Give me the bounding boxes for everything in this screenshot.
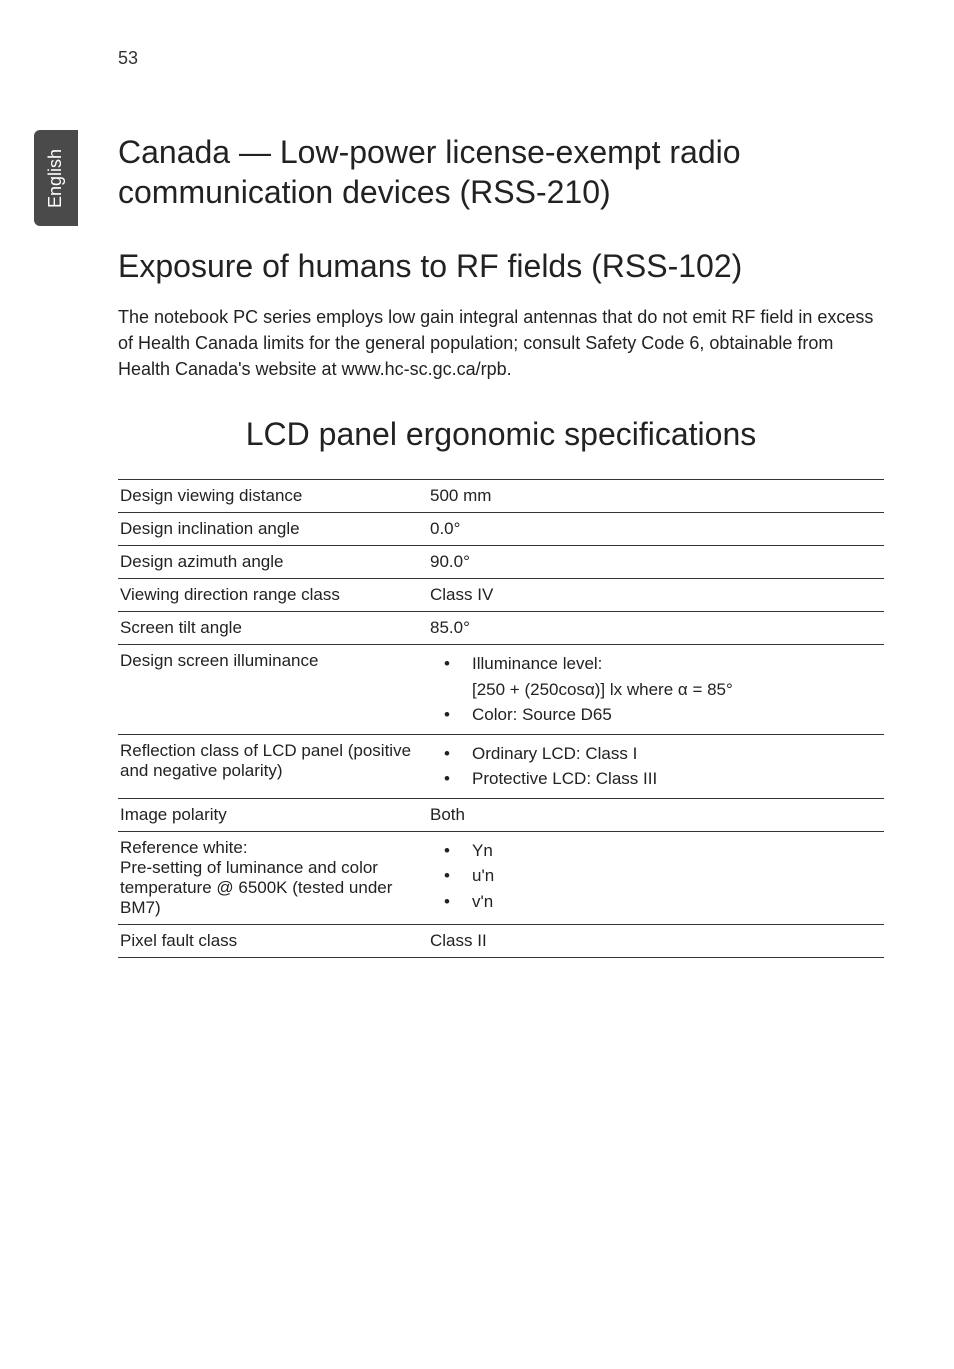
table-row: Viewing direction range classClass IV (118, 579, 884, 612)
spec-value-cell: Illuminance level:[250 + (250cosα)] lx w… (428, 645, 884, 735)
heading-canada: Canada — Low-power license-exempt radio … (118, 132, 884, 212)
spec-value-cell: Ordinary LCD: Class IProtective LCD: Cla… (428, 734, 884, 798)
list-item: Protective LCD: Class III (438, 766, 880, 792)
list-item: Color: Source D65 (438, 702, 880, 728)
spec-value-cell: Ynu'nv'n (428, 831, 884, 924)
page-root: 53 English Canada — Low-power license-ex… (0, 0, 954, 1369)
spec-key-cell: Image polarity (118, 798, 428, 831)
spec-key-cell: Design inclination angle (118, 513, 428, 546)
spec-key-cell: Design azimuth angle (118, 546, 428, 579)
spec-key-cell: Pixel fault class (118, 924, 428, 957)
heading-lcd-spec: LCD panel ergonomic specifications (118, 416, 884, 453)
spec-key-cell: Viewing direction range class (118, 579, 428, 612)
page-number: 53 (118, 48, 138, 69)
table-row: Screen tilt angle85.0° (118, 612, 884, 645)
spec-value-cell: Class II (428, 924, 884, 957)
spec-value-cell: 90.0° (428, 546, 884, 579)
exposure-body-text: The notebook PC series employs low gain … (118, 304, 884, 382)
table-row: Reflection class of LCD panel (positive … (118, 734, 884, 798)
list-item: Yn (438, 838, 880, 864)
table-row: Image polarityBoth (118, 798, 884, 831)
spec-value-list: Ynu'nv'n (430, 838, 880, 915)
spec-value-cell: 85.0° (428, 612, 884, 645)
table-row: Design inclination angle0.0° (118, 513, 884, 546)
spec-key-cell: Reference white:Pre-setting of luminance… (118, 831, 428, 924)
list-item: u'n (438, 863, 880, 889)
page-content: Canada — Low-power license-exempt radio … (118, 40, 884, 958)
spec-table: Design viewing distance500 mmDesign incl… (118, 479, 884, 958)
list-item: Ordinary LCD: Class I (438, 741, 880, 767)
spec-value-list: Illuminance level:[250 + (250cosα)] lx w… (430, 651, 880, 728)
spec-value-cell: Both (428, 798, 884, 831)
spec-table-body: Design viewing distance500 mmDesign incl… (118, 480, 884, 958)
language-tab-label: English (46, 148, 67, 207)
spec-value-cell: 500 mm (428, 480, 884, 513)
heading-exposure: Exposure of humans to RF fields (RSS-102… (118, 246, 884, 286)
language-tab: English (34, 130, 78, 226)
table-row: Design screen illuminanceIlluminance lev… (118, 645, 884, 735)
list-item: v'n (438, 889, 880, 915)
table-row: Pixel fault classClass II (118, 924, 884, 957)
table-row: Reference white:Pre-setting of luminance… (118, 831, 884, 924)
list-item: Illuminance level:[250 + (250cosα)] lx w… (438, 651, 880, 702)
table-row: Design azimuth angle90.0° (118, 546, 884, 579)
spec-value-list: Ordinary LCD: Class IProtective LCD: Cla… (430, 741, 880, 792)
spec-value-cell: Class IV (428, 579, 884, 612)
spec-key-cell: Design viewing distance (118, 480, 428, 513)
spec-key-cell: Screen tilt angle (118, 612, 428, 645)
table-row: Design viewing distance500 mm (118, 480, 884, 513)
spec-key-cell: Design screen illuminance (118, 645, 428, 735)
spec-value-cell: 0.0° (428, 513, 884, 546)
spec-key-cell: Reflection class of LCD panel (positive … (118, 734, 428, 798)
list-item-subline: [250 + (250cosα)] lx where α = 85° (472, 677, 880, 703)
